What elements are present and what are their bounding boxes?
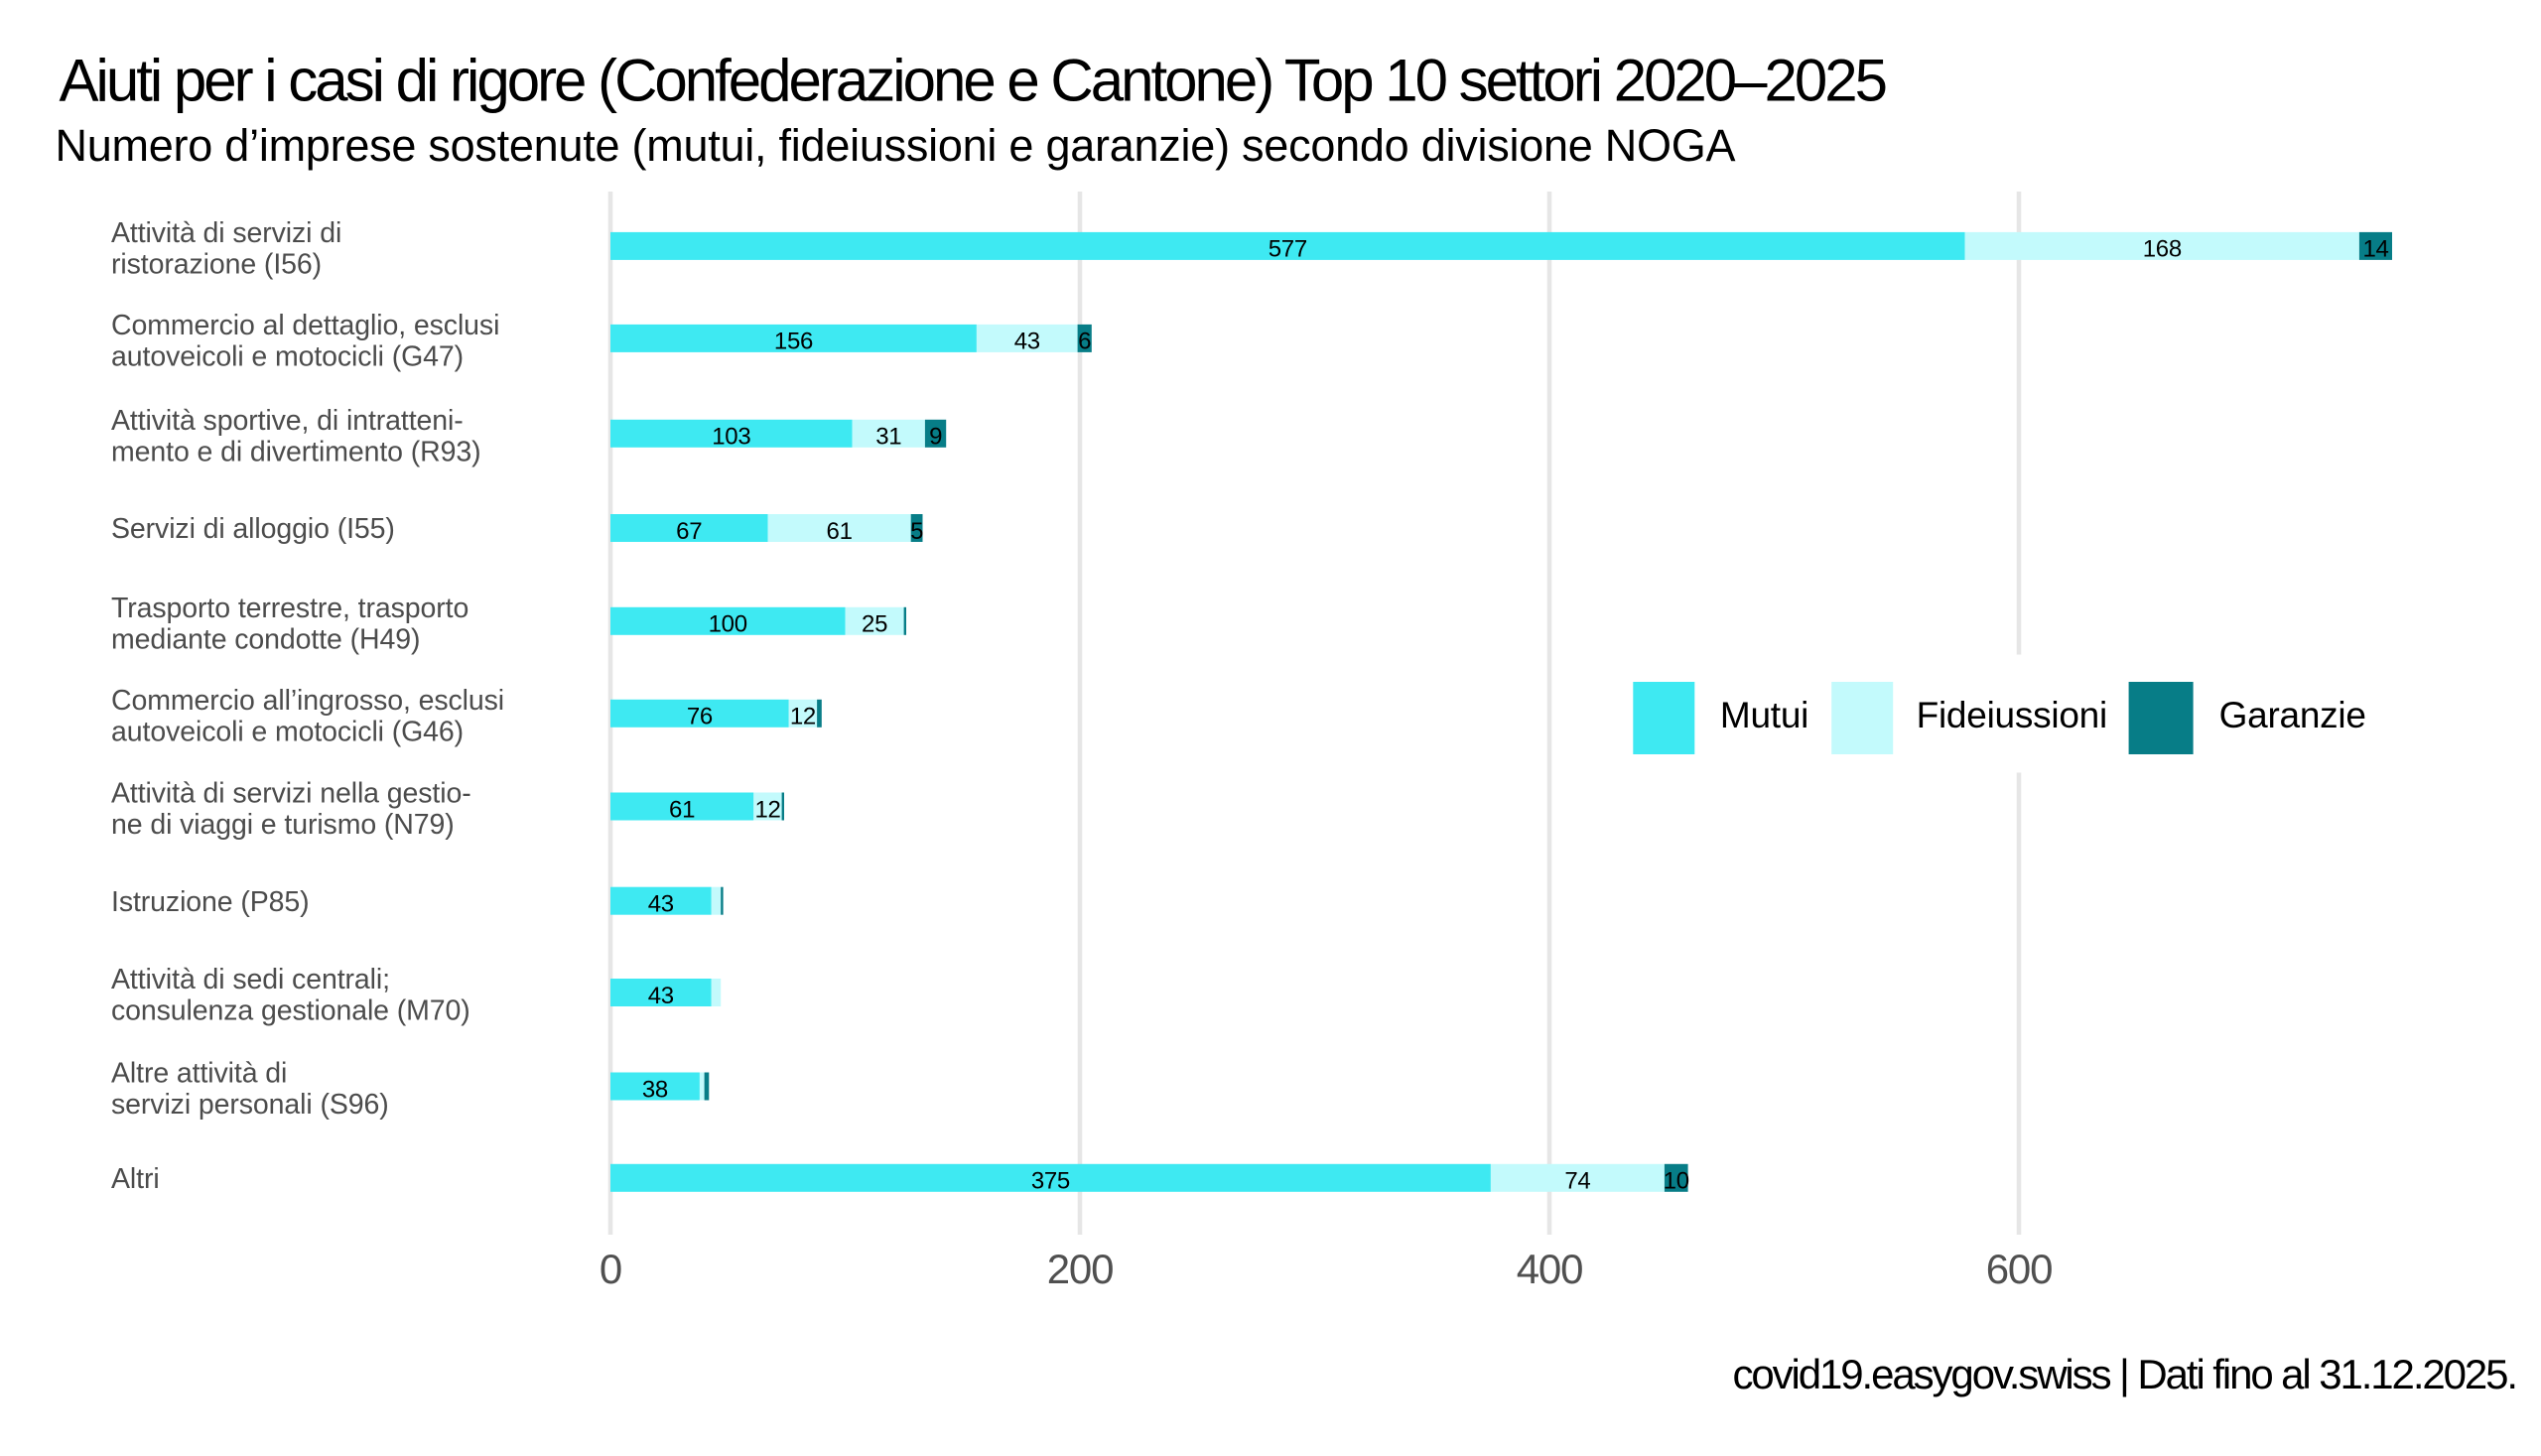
svg-text:100: 100: [709, 611, 747, 638]
svg-text:61: 61: [827, 518, 853, 545]
svg-text:103: 103: [712, 424, 750, 451]
svg-text:mento e di divertimento (R93): mento e di divertimento (R93): [111, 437, 481, 468]
svg-text:577: 577: [1269, 236, 1307, 263]
svg-text:Numero d’imprese sostenute (mu: Numero d’imprese sostenute (mutui, fidei…: [56, 120, 1736, 171]
svg-text:43: 43: [648, 983, 674, 1009]
svg-text:168: 168: [2143, 236, 2182, 263]
svg-text:Altre attività di: Altre attività di: [111, 1058, 287, 1090]
svg-text:600: 600: [1986, 1246, 2052, 1292]
svg-text:Servizi di alloggio (I55): Servizi di alloggio (I55): [111, 513, 395, 545]
svg-text:Garanzie: Garanzie: [2219, 695, 2366, 735]
svg-text:43: 43: [1014, 329, 1040, 355]
svg-text:Attività sportive, di intratte: Attività sportive, di intratteni-: [111, 405, 464, 437]
svg-text:156: 156: [774, 329, 813, 355]
svg-text:43: 43: [648, 891, 674, 918]
svg-text:Attività di sedi centrali;: Attività di sedi centrali;: [111, 964, 390, 995]
svg-text:14: 14: [2362, 236, 2388, 263]
svg-text:Istruzione (P85): Istruzione (P85): [111, 886, 310, 918]
svg-text:autoveicoli e motocicli (G47): autoveicoli e motocicli (G47): [111, 341, 464, 373]
svg-text:ne di viaggi e turismo (N79): ne di viaggi e turismo (N79): [111, 809, 455, 841]
svg-text:12: 12: [790, 704, 816, 730]
svg-text:76: 76: [687, 704, 713, 730]
svg-text:ristorazione (I56): ristorazione (I56): [111, 249, 322, 281]
svg-text:Altri: Altri: [111, 1163, 160, 1195]
svg-text:Mutui: Mutui: [1720, 695, 1808, 735]
svg-text:Attività di servizi nella gest: Attività di servizi nella gestio-: [111, 778, 471, 810]
svg-text:6: 6: [1078, 329, 1091, 355]
svg-text:38: 38: [642, 1076, 668, 1103]
svg-text:10: 10: [1664, 1168, 1689, 1195]
svg-text:Attività di servizi di: Attività di servizi di: [111, 217, 341, 249]
svg-text:Trasporto terrestre, trasporto: Trasporto terrestre, trasporto: [111, 593, 468, 624]
svg-text:375: 375: [1031, 1168, 1070, 1195]
svg-text:61: 61: [669, 796, 695, 823]
svg-text:5: 5: [910, 518, 923, 545]
svg-text:consulenza gestionale (M70): consulenza gestionale (M70): [111, 995, 470, 1027]
svg-text:400: 400: [1517, 1246, 1582, 1292]
svg-text:9: 9: [929, 424, 942, 451]
svg-text:Aiuti per i casi di rigore (Co: Aiuti per i casi di rigore (Confederazio…: [60, 48, 1886, 114]
svg-text:Fideiussioni: Fideiussioni: [1917, 695, 2107, 735]
svg-text:200: 200: [1047, 1246, 1113, 1292]
svg-text:25: 25: [862, 611, 887, 638]
svg-text:67: 67: [676, 518, 702, 545]
svg-text:covid19.easygov.swiss | Dati f: covid19.easygov.swiss | Dati fino al 31.…: [1732, 1351, 2516, 1397]
svg-text:0: 0: [600, 1246, 621, 1292]
svg-text:12: 12: [754, 796, 780, 823]
svg-text:74: 74: [1564, 1168, 1590, 1195]
svg-text:mediante condotte (H49): mediante condotte (H49): [111, 624, 420, 656]
svg-text:31: 31: [875, 424, 901, 451]
svg-text:Commercio all’ingrosso, esclus: Commercio all’ingrosso, esclusi: [111, 685, 504, 717]
svg-text:autoveicoli e motocicli (G46): autoveicoli e motocicli (G46): [111, 717, 464, 748]
svg-text:servizi personali (S96): servizi personali (S96): [111, 1089, 389, 1121]
svg-text:Commercio al dettaglio, esclus: Commercio al dettaglio, esclusi: [111, 310, 499, 341]
